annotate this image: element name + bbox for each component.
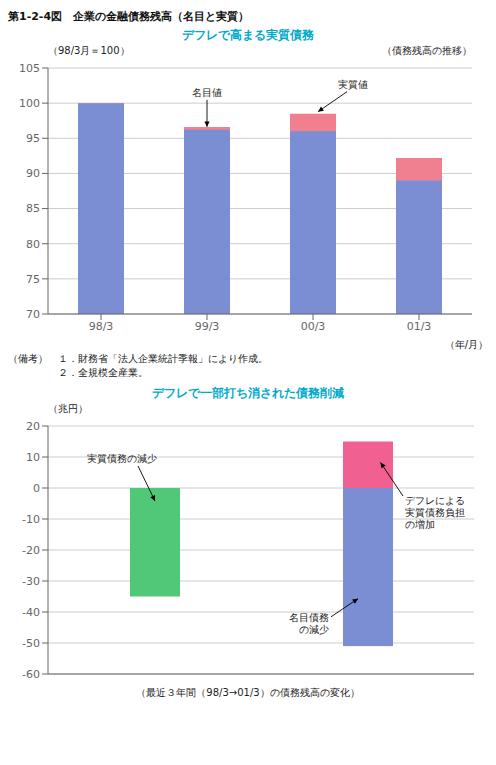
svg-text:100: 100 xyxy=(19,97,40,110)
html-text:（債務残高の推移）: （債務残高の推移） xyxy=(382,45,472,56)
html-text:（最近３年間（98/3→01/3）の債務残高の変化）: （最近３年間（98/3→01/3）の債務残高の変化） xyxy=(136,687,360,698)
html-text:（兆円）: （兆円） xyxy=(48,403,88,414)
svg-text:0: 0 xyxy=(33,482,40,495)
svg-text:-50: -50 xyxy=(22,637,40,650)
svg-text:-40: -40 xyxy=(22,606,40,619)
svg-text:-10: -10 xyxy=(22,513,40,526)
svg-text:名目値: 名目値 xyxy=(192,87,222,98)
html-text:（備考） １．財務省「法人企業統計季報」により作成。: （備考） １．財務省「法人企業統計季報」により作成。 xyxy=(8,353,268,364)
svg-text:名目債務の減少: 名目債務の減少 xyxy=(289,612,329,635)
svg-text:90: 90 xyxy=(26,167,40,180)
svg-text:デフレによる実質債務負担の増加: デフレによる実質債務負担の増加 xyxy=(405,495,465,530)
svg-text:20: 20 xyxy=(26,420,40,433)
svg-text:98/3: 98/3 xyxy=(89,320,114,333)
html-text:（年/月）: （年/月） xyxy=(444,339,488,350)
svg-text:10: 10 xyxy=(26,451,40,464)
html-text:デフレで一部打ち消された債務削減: デフレで一部打ち消された債務削減 xyxy=(152,386,344,400)
html-text:（98/3月＝100）: （98/3月＝100） xyxy=(48,45,130,56)
svg-text:105: 105 xyxy=(19,62,40,75)
html-text:２．全規模全産業。: ２．全規模全産業。 xyxy=(8,367,148,378)
svg-text:95: 95 xyxy=(26,132,40,145)
svg-text:85: 85 xyxy=(26,202,40,215)
html-text:第1-2-4図 企業の金融債務残高（名目と実質）: 第1-2-4図 企業の金融債務残高（名目と実質） xyxy=(8,10,250,23)
svg-text:01/3: 01/3 xyxy=(407,320,432,333)
svg-text:80: 80 xyxy=(26,238,40,251)
html-text:デフレで高まる実質債務: デフレで高まる実質債務 xyxy=(182,28,314,42)
svg-text:99/3: 99/3 xyxy=(195,320,220,333)
svg-text:75: 75 xyxy=(26,273,40,286)
svg-text:-30: -30 xyxy=(22,575,40,588)
svg-text:実質債務の減少: 実質債務の減少 xyxy=(87,453,157,464)
svg-text:-60: -60 xyxy=(22,668,40,681)
svg-text:-20: -20 xyxy=(22,544,40,557)
svg-text:実質値: 実質値 xyxy=(338,79,368,90)
svg-text:70: 70 xyxy=(26,308,40,321)
svg-text:00/3: 00/3 xyxy=(301,320,326,333)
